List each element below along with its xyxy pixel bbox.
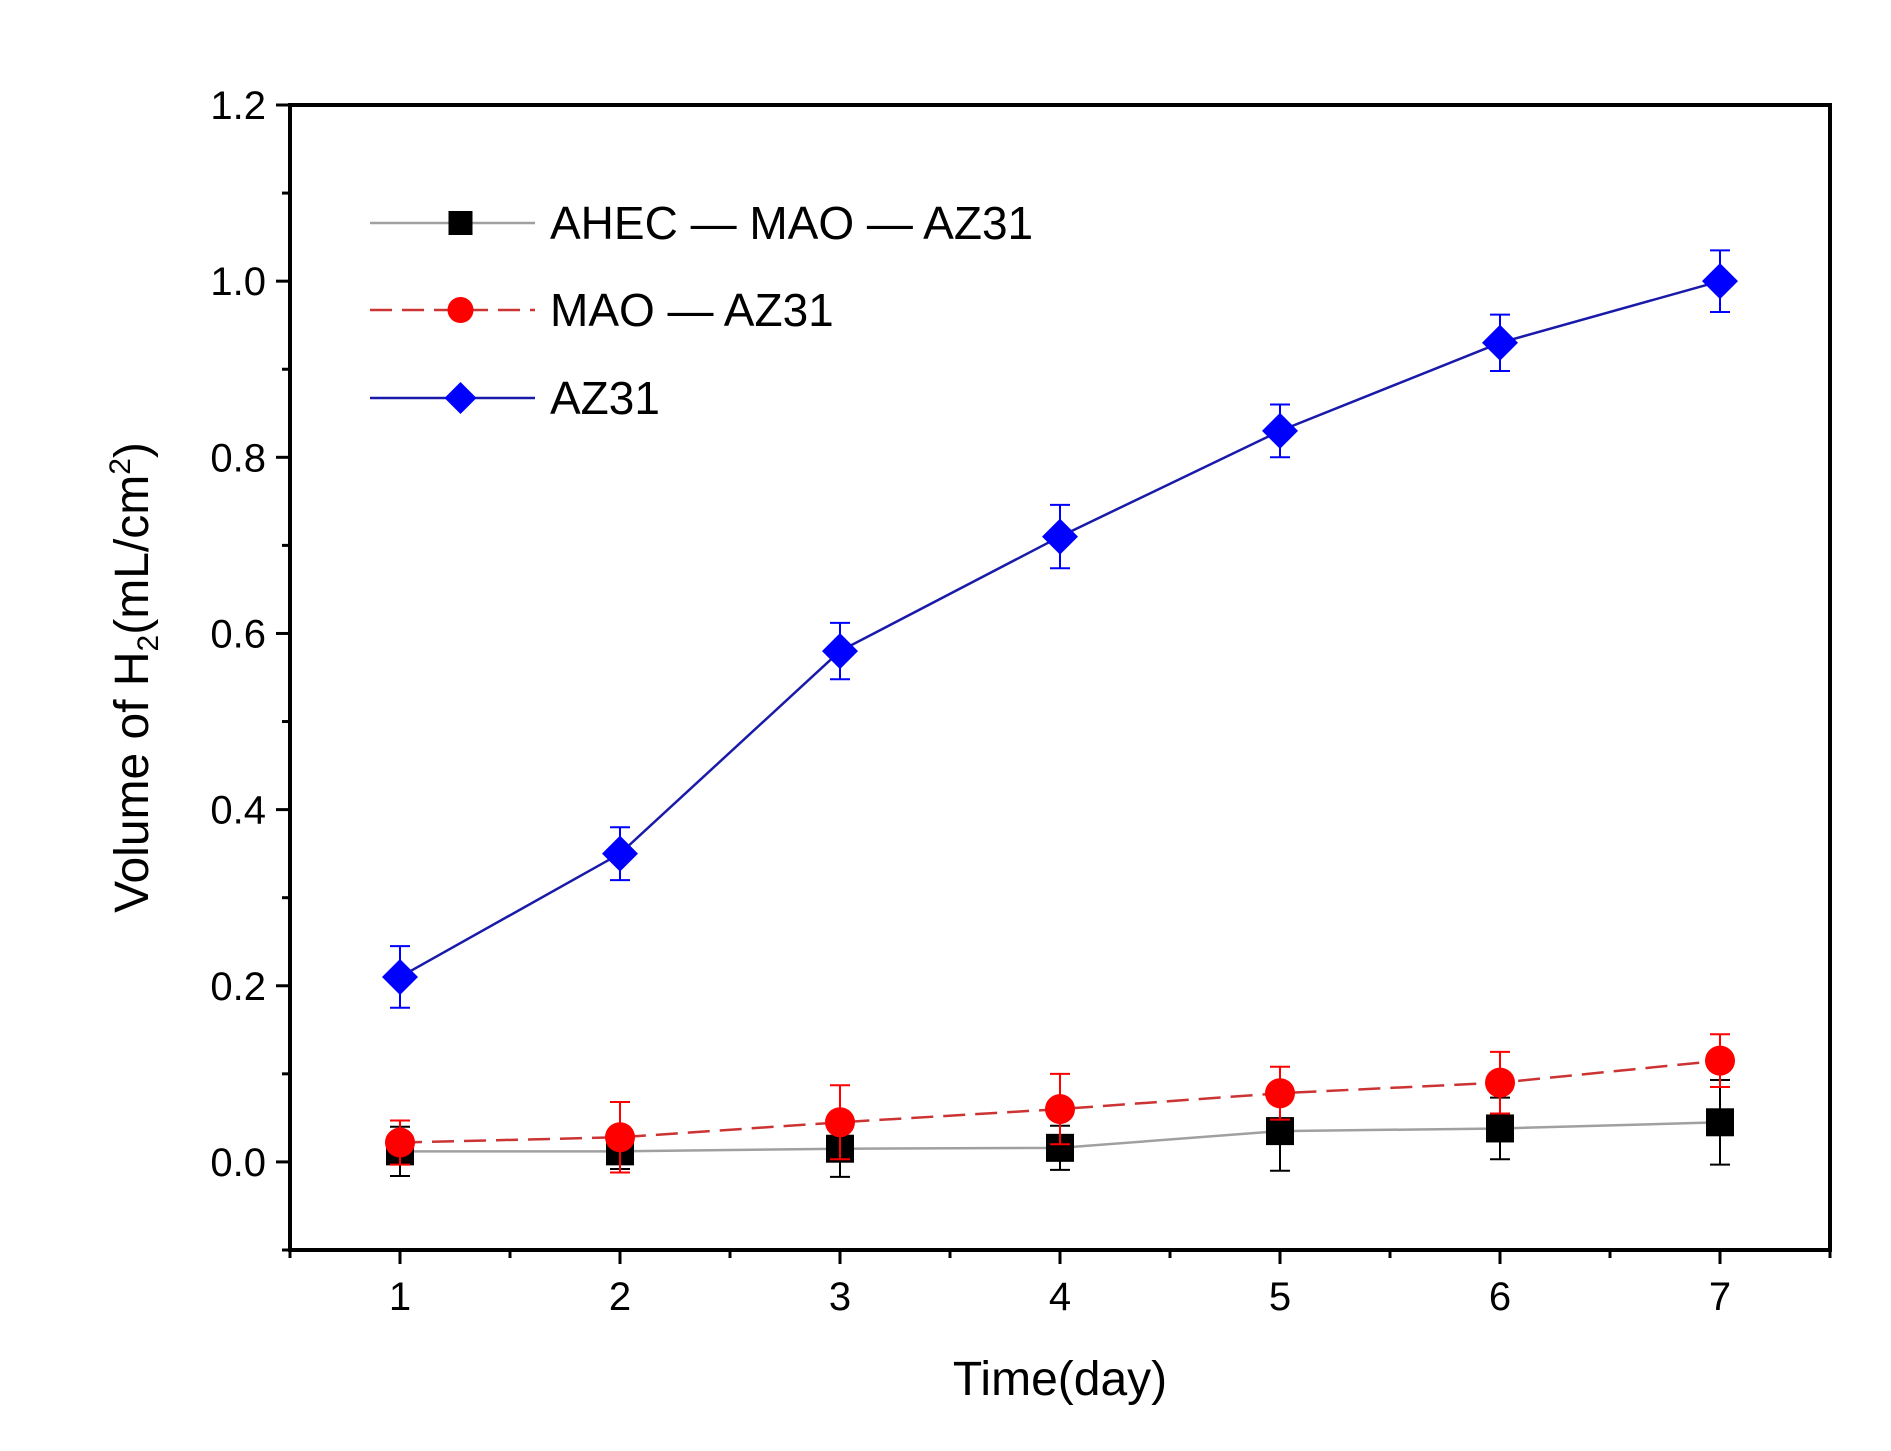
x-tick-label: 6 — [1489, 1275, 1511, 1319]
y-axis-title-mid: (mL/cm — [106, 475, 159, 635]
legend-label: MAO — AZ31 — [550, 284, 834, 336]
y-axis-title-superscript: 2 — [104, 458, 137, 475]
data-point — [602, 835, 638, 872]
legend: AHEC — MAO — AZ31 MAO — AZ31 AZ31 — [370, 197, 1033, 424]
data-point — [605, 1122, 635, 1153]
x-tick-label: 2 — [609, 1275, 631, 1319]
y-tick-label: 0.8 — [210, 436, 266, 480]
series-2 — [382, 249, 1738, 1009]
legend-label: AHEC — MAO — AZ31 — [550, 197, 1033, 249]
series-1 — [385, 1033, 1735, 1174]
y-axis-title-prefix: Volume of H — [106, 651, 159, 912]
y-tick-label: 1.0 — [210, 260, 266, 304]
data-point — [1045, 1094, 1075, 1125]
data-point — [1486, 1114, 1514, 1143]
x-tick-label: 5 — [1269, 1275, 1291, 1319]
axes-layer: 0.0 0.2 0.4 0.6 0.8 1.0 1.2 1 2 3 4 5 6 7 — [210, 84, 1832, 1319]
data-point — [1482, 324, 1518, 361]
legend-label: AZ31 — [550, 372, 660, 424]
data-point — [382, 958, 418, 995]
legend-marker — [448, 211, 473, 235]
y-tick-label: 1.2 — [210, 84, 266, 128]
data-point — [1485, 1067, 1515, 1098]
y-axis-title-suffix: ) — [106, 442, 159, 458]
x-tick-label: 1 — [389, 1275, 411, 1319]
data-point — [1265, 1078, 1295, 1109]
legend-marker — [447, 297, 474, 323]
x-axis-title: Time(day) — [953, 1353, 1167, 1406]
data-point — [822, 633, 858, 670]
y-tick-label: 0.6 — [210, 612, 266, 656]
data-point — [1262, 412, 1298, 449]
series-layer — [382, 249, 1738, 1178]
axis-titles: Time(day) Volume of H2(mL/cm2) — [104, 442, 1167, 1406]
data-point — [1706, 1108, 1734, 1137]
x-tick-label: 7 — [1709, 1275, 1731, 1319]
data-point — [1042, 518, 1078, 555]
data-point — [1266, 1117, 1294, 1146]
x-tick-label: 4 — [1049, 1275, 1071, 1319]
y-axis-title: Volume of H2(mL/cm2) — [104, 442, 165, 913]
x-tick-label: 3 — [829, 1275, 851, 1319]
y-tick-label: 0.2 — [210, 965, 266, 1009]
y-tick-label: 0.0 — [210, 1141, 266, 1185]
data-point — [1705, 1045, 1735, 1076]
data-point — [1702, 263, 1738, 300]
data-point — [385, 1127, 415, 1158]
data-point — [825, 1107, 855, 1138]
legend-marker — [444, 382, 477, 414]
y-axis-title-subscript: 2 — [132, 635, 165, 652]
y-tick-label: 0.4 — [210, 789, 266, 833]
